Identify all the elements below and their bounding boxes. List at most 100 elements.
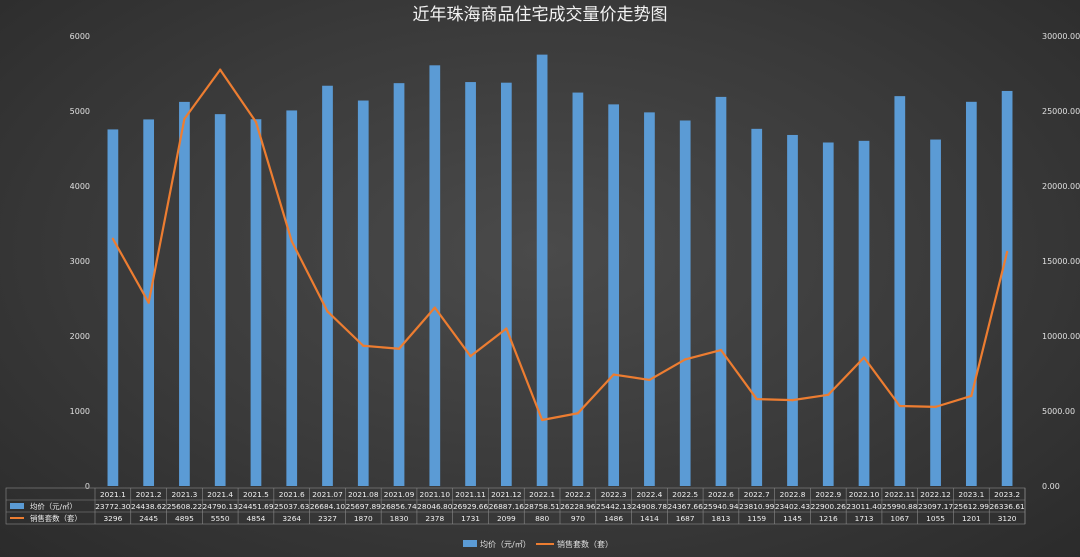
line-point — [755, 397, 758, 401]
table-price-cell: 24908.78 — [632, 502, 668, 511]
line-series — [111, 68, 1009, 422]
table-price-cell: 23402.43 — [775, 502, 811, 511]
bar — [500, 82, 512, 486]
right-axis-tick-label: 25000.00 — [1042, 107, 1080, 116]
table-price-cell: 25612.99 — [954, 502, 990, 511]
table-category-cell: 2021.4 — [207, 490, 233, 499]
bar — [751, 128, 763, 486]
left-axis-tick-label: 5000 — [70, 107, 90, 116]
table-count-cell: 880 — [535, 514, 549, 523]
table-price-cell: 26887.16 — [489, 502, 525, 511]
table-count-cell: 1731 — [461, 514, 480, 523]
table-price-cell: 28046.80 — [417, 502, 453, 511]
bar — [179, 101, 190, 486]
table-count-cell: 3296 — [103, 514, 122, 523]
table-count-cell: 2327 — [318, 514, 337, 523]
table-header-count: 销售套数（套） — [30, 514, 82, 523]
table-category-cell: 2021.12 — [491, 490, 522, 499]
left-axis-tick-label: 4000 — [70, 182, 90, 191]
line-point — [290, 240, 293, 243]
table-count-cell: 1159 — [747, 514, 766, 523]
line-point — [254, 120, 258, 124]
right-axis-tick-label: 5000.00 — [1042, 407, 1075, 416]
table-price-cell: 25037.63 — [274, 502, 310, 511]
table-price-cell: 24451.69 — [238, 502, 274, 511]
left-axis-tick-label: 6000 — [70, 32, 90, 41]
table-price-cell: 25697.89 — [346, 502, 382, 511]
table-price-cell: 25940.94 — [703, 502, 739, 511]
bar — [465, 82, 476, 486]
table-count-cell: 1486 — [604, 514, 623, 523]
table-price-cell: 24367.66 — [668, 502, 704, 511]
bar — [250, 119, 262, 486]
table-price-cell: 23097.17 — [918, 502, 954, 511]
table-category-cell: 2021.08 — [348, 490, 379, 499]
line-point — [576, 412, 580, 415]
table-count-cell: 1067 — [890, 514, 909, 523]
bar — [715, 96, 727, 486]
table-count-cell: 1830 — [390, 514, 409, 523]
line-point — [970, 394, 973, 398]
table-count-cell: 1145 — [783, 514, 802, 523]
table-category-cell: 2022.8 — [780, 490, 806, 499]
table-header-price: 均价（元/㎡） — [30, 502, 77, 511]
line-point — [505, 327, 508, 330]
line-point — [147, 301, 150, 304]
table-category-cell: 2022.5 — [672, 490, 698, 499]
line-point — [1005, 250, 1009, 254]
table-price-cell: 23011.40 — [846, 502, 882, 511]
legend: 均价（元/㎡） 销售套数（套） — [463, 539, 613, 549]
line-point — [827, 393, 830, 396]
line-point — [683, 358, 687, 361]
table-category-cell: 2022.12 — [920, 490, 951, 499]
left-axis-tick-label: 3000 — [70, 257, 90, 266]
left-axis-tick-label: 0 — [85, 482, 90, 491]
line-point — [540, 418, 544, 422]
bar — [608, 104, 620, 487]
left-axis-tick-label: 1000 — [70, 407, 90, 416]
table-category-cell: 2021.1 — [100, 490, 126, 499]
line-point — [326, 310, 329, 313]
table-category-cell: 2022.11 — [885, 490, 916, 499]
table-category-cell: 2022.10 — [849, 490, 880, 499]
bar — [679, 120, 691, 487]
line-point — [898, 404, 902, 408]
right-axis-tick-label: 20000.00 — [1042, 182, 1080, 191]
table-count-cell: 2445 — [139, 514, 158, 523]
bar — [214, 114, 226, 487]
bar — [644, 112, 655, 487]
bar — [393, 83, 405, 487]
table-count-cell: 1055 — [926, 514, 945, 523]
line-point — [612, 373, 615, 376]
bar — [858, 140, 870, 486]
line-point — [934, 405, 937, 409]
table-category-cell: 2021.07 — [312, 490, 343, 499]
table-price-cell: 26856.74 — [381, 502, 417, 511]
right-axis-tick-label: 30000.00 — [1042, 32, 1080, 41]
right-axis-tick-label: 15000.00 — [1042, 257, 1080, 266]
table-price-cell: 26228.96 — [560, 502, 596, 511]
table-count-cell: 2099 — [497, 514, 516, 523]
legend-label-price: 均价（元/㎡） — [480, 539, 531, 549]
table-count-cell: 1216 — [819, 514, 838, 523]
table-price-cell: 26929.66 — [453, 502, 489, 511]
table-count-cell: 3120 — [998, 514, 1017, 523]
bar — [322, 85, 333, 487]
table-count-cell: 1870 — [354, 514, 373, 523]
table-count-cell: 1813 — [712, 514, 731, 523]
bar — [965, 101, 977, 486]
table-count-cell: 970 — [571, 514, 585, 523]
table-category-cell: 2021.3 — [171, 490, 197, 499]
right-axis-tick-label: 10000.00 — [1042, 332, 1080, 341]
table-category-cell: 2022.3 — [601, 490, 627, 499]
bar — [357, 100, 369, 486]
table-category-cell: 2021.2 — [136, 490, 162, 499]
data-table: 2021.1 23772.30 3296 2021.2 24438.62 2445 2021… — [5, 487, 1026, 525]
table-category-cell: 2021.11 — [455, 490, 486, 499]
table-category-cell: 2022.9 — [815, 490, 841, 499]
table-price-cell: 25442.13 — [596, 502, 632, 511]
right-axis: 0.00 5000.00 10000.00 15000.00 20000.00 25000… — [1042, 32, 1080, 491]
line-point — [433, 306, 437, 309]
line-path — [111, 68, 1009, 422]
bar — [1001, 90, 1013, 486]
